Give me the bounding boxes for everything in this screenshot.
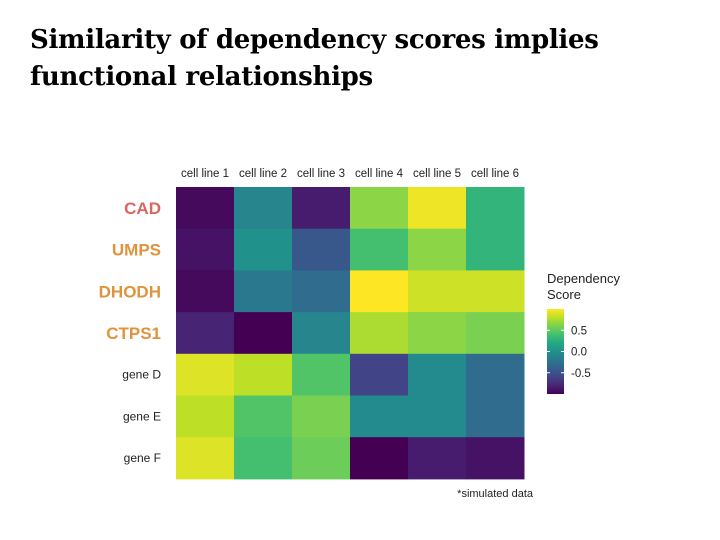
heatmap-cell — [292, 395, 351, 438]
heatmap-cell — [466, 270, 525, 313]
column-labels: cell line 1 cell line 2 cell line 3 cell li… — [181, 168, 519, 180]
legend-tick-label: 0.5 — [571, 325, 587, 337]
heatmap-cell — [408, 395, 467, 438]
heatmap-cell — [466, 353, 525, 396]
column-label: cell line 4 — [355, 168, 404, 180]
heatmap-cell — [466, 395, 525, 438]
slide-title: Similarity of dependency scores implies … — [30, 25, 599, 92]
legend-tick-label: 0.0 — [571, 347, 587, 359]
legend-ticks: 0.5 0.0 -0.5 — [547, 325, 591, 380]
heatmap-cell — [466, 437, 525, 480]
row-label: CTPS1 — [106, 324, 161, 343]
heatmap-cell — [292, 353, 351, 396]
row-labels: CAD UMPS DHODH CTPS1 gene D gene E gene F — [99, 199, 162, 465]
heatmap-cell — [350, 353, 409, 396]
column-label: cell line 5 — [413, 168, 461, 180]
row-label: gene D — [122, 368, 161, 382]
heatmap-cell — [350, 395, 409, 438]
column-label: cell line 2 — [239, 168, 287, 180]
heatmap-cell — [176, 228, 235, 271]
heatmap-cell — [350, 228, 409, 271]
heatmap-cell — [466, 187, 525, 230]
heatmap-cell — [292, 270, 351, 313]
heatmap-cell — [408, 187, 467, 230]
heatmap-cell — [292, 187, 351, 230]
simulated-data-note: *simulated data — [457, 488, 534, 500]
legend-tick-label: -0.5 — [571, 368, 591, 380]
heatmap-cell — [176, 395, 235, 438]
legend-colorbar — [547, 309, 564, 394]
heatmap-cell — [350, 187, 409, 230]
heatmap-cell — [176, 187, 235, 230]
heatmap-cell — [466, 228, 525, 271]
heatmap-cell — [234, 228, 293, 271]
heatmap-cell — [234, 312, 293, 355]
heatmap-cell — [408, 312, 467, 355]
heatmap-cell — [466, 312, 525, 355]
heatmap-cell — [234, 353, 293, 396]
heatmap-cell — [176, 270, 235, 313]
heatmap-cell — [408, 353, 467, 396]
column-label: cell line 3 — [297, 168, 345, 180]
row-label: UMPS — [112, 241, 161, 260]
heatmap-cell — [292, 312, 351, 355]
heatmap-cells — [176, 187, 525, 480]
heatmap-cell — [408, 437, 467, 480]
heatmap-cell — [350, 437, 409, 480]
heatmap-cell — [176, 312, 235, 355]
heatmap-cell — [234, 270, 293, 313]
heatmap-cell — [234, 187, 293, 230]
heatmap-cell — [176, 437, 235, 480]
heatmap-cell — [408, 228, 467, 271]
heatmap-cell — [292, 437, 351, 480]
column-label: cell line 1 — [181, 168, 229, 180]
heatmap-cell — [408, 270, 467, 313]
heatmap-cell — [350, 270, 409, 313]
heatmap-cell — [350, 312, 409, 355]
row-label: CAD — [124, 199, 161, 218]
row-label: gene E — [123, 409, 161, 423]
heatmap-cell — [176, 353, 235, 396]
legend: Dependency Score 0.5 0.0 -0.5 — [547, 271, 620, 394]
row-label: gene F — [124, 451, 161, 465]
heatmap-cell — [292, 228, 351, 271]
heatmap-cell — [234, 395, 293, 438]
column-label: cell line 6 — [471, 168, 519, 180]
heatmap-cell — [234, 437, 293, 480]
row-label: DHODH — [99, 282, 161, 301]
legend-title-line2: Score — [547, 287, 581, 302]
legend-title-line1: Dependency — [547, 271, 620, 286]
